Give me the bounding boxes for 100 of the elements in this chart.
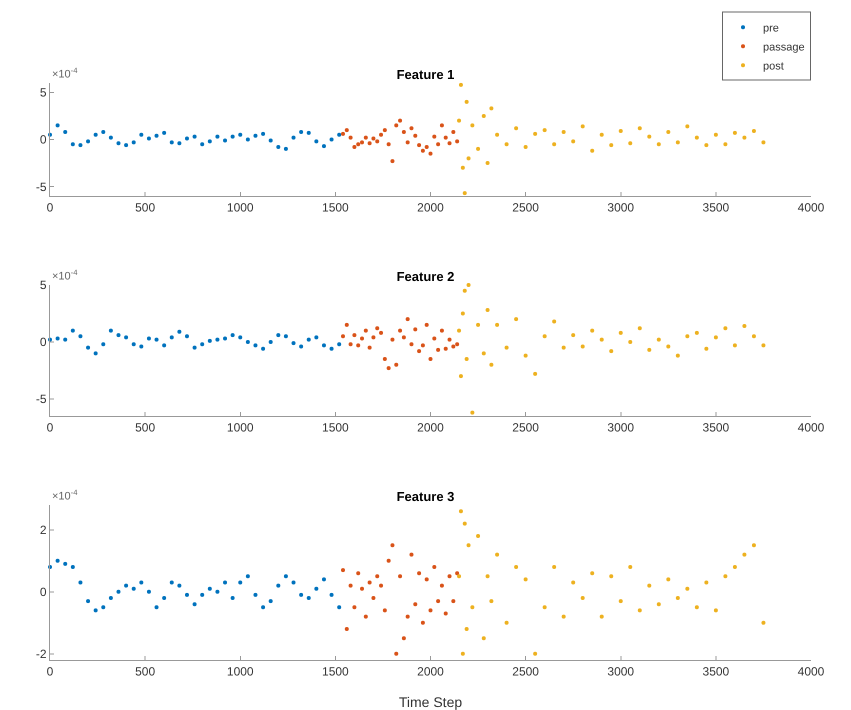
point [533, 652, 538, 656]
point [685, 334, 690, 338]
point [368, 346, 372, 350]
point [656, 602, 661, 606]
point [170, 580, 174, 584]
point [398, 118, 402, 123]
point [732, 343, 737, 348]
point [394, 123, 398, 128]
point [409, 552, 414, 557]
point [428, 608, 432, 612]
point [495, 552, 500, 557]
point [428, 357, 432, 362]
point [360, 336, 364, 341]
point [704, 346, 708, 351]
point [482, 114, 486, 118]
point [139, 580, 144, 584]
point [666, 130, 670, 134]
point [371, 136, 376, 141]
point [398, 328, 402, 333]
point [455, 139, 460, 144]
point [101, 130, 106, 134]
point [337, 342, 342, 346]
x-tick-label: 4000 [798, 420, 825, 434]
point [223, 336, 228, 341]
point [676, 596, 680, 600]
point [340, 132, 345, 136]
point [139, 344, 144, 349]
point [457, 328, 462, 333]
point [299, 344, 304, 349]
point [609, 349, 614, 354]
point [386, 366, 391, 370]
point [533, 132, 538, 136]
point [752, 543, 756, 548]
point [223, 580, 228, 584]
point [420, 620, 425, 625]
legend-label: post [763, 60, 784, 73]
point [514, 317, 518, 322]
point [192, 134, 197, 139]
point [215, 590, 220, 594]
point [451, 130, 456, 134]
point [230, 596, 235, 600]
point [184, 334, 189, 338]
point [451, 344, 456, 349]
point [253, 592, 258, 597]
point [394, 652, 398, 656]
point [78, 580, 82, 584]
point [94, 608, 98, 612]
point [246, 574, 250, 578]
point [476, 146, 480, 151]
point [455, 571, 460, 576]
point [432, 336, 436, 341]
point [647, 348, 652, 352]
point [666, 344, 670, 349]
point [284, 574, 288, 578]
point [460, 652, 465, 656]
point [732, 130, 737, 135]
point [368, 141, 372, 146]
point [56, 558, 60, 563]
x-tick-label: 2000 [417, 200, 444, 214]
point [292, 341, 296, 346]
point [590, 328, 594, 333]
point [268, 340, 273, 344]
point [457, 118, 462, 123]
point [292, 580, 296, 584]
point [94, 351, 98, 356]
x-axis-title: Time Step [398, 694, 462, 710]
point [752, 334, 756, 338]
point [628, 340, 632, 344]
point [466, 156, 471, 160]
point [406, 317, 410, 322]
point [489, 106, 494, 110]
point [464, 100, 469, 104]
point [146, 136, 151, 141]
point [360, 140, 364, 144]
point [458, 82, 463, 87]
point [177, 330, 182, 334]
point [504, 620, 509, 625]
point [70, 142, 75, 146]
x-tick-label: 3000 [607, 664, 634, 678]
point [356, 343, 360, 348]
x-tick-label: 500 [135, 420, 156, 434]
x-tick-label: 3500 [702, 420, 730, 434]
point [656, 142, 661, 146]
point [132, 586, 136, 591]
x-tick-label: 500 [135, 664, 156, 678]
point [337, 132, 342, 137]
point [618, 599, 623, 604]
point [685, 586, 690, 591]
point [524, 354, 528, 358]
point [413, 327, 418, 332]
point [78, 334, 82, 338]
point [108, 136, 113, 140]
point [63, 130, 68, 134]
point [208, 338, 212, 343]
point [552, 142, 556, 146]
point [348, 136, 353, 140]
point [215, 338, 220, 342]
point [344, 627, 349, 631]
point [368, 580, 372, 584]
x-tick-label: 3000 [607, 200, 634, 214]
